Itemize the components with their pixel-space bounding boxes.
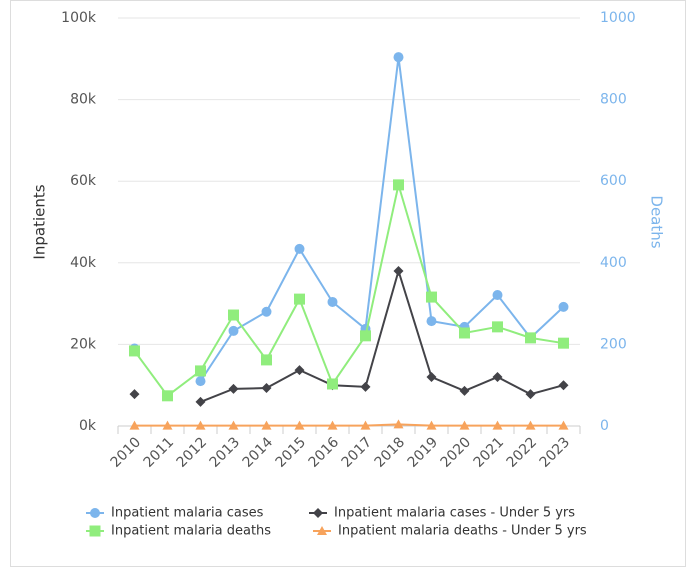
data-point bbox=[294, 420, 305, 430]
legend-symbol bbox=[90, 508, 100, 518]
data-point bbox=[393, 179, 404, 191]
chart-border bbox=[10, 0, 686, 567]
data-point bbox=[195, 365, 206, 377]
data-point bbox=[294, 293, 305, 305]
data-point bbox=[426, 420, 437, 430]
data-point bbox=[294, 243, 305, 254]
data-point bbox=[393, 419, 404, 429]
y2-tick-label: 400 bbox=[600, 255, 627, 271]
data-point bbox=[558, 337, 569, 349]
legend-label: Inpatient malaria cases bbox=[111, 506, 264, 521]
data-point bbox=[261, 383, 272, 394]
y2-tick-label: 0 bbox=[600, 418, 609, 434]
data-point bbox=[327, 296, 338, 307]
data-point bbox=[525, 389, 536, 400]
data-point bbox=[228, 325, 239, 336]
data-point bbox=[426, 316, 437, 327]
data-point bbox=[162, 420, 173, 430]
data-point bbox=[195, 396, 206, 407]
legend-label: Inpatient malaria cases - Under 5 yrs bbox=[334, 506, 575, 521]
data-point bbox=[393, 52, 404, 63]
y-tick-label: 20k bbox=[70, 336, 97, 352]
data-point bbox=[492, 372, 503, 383]
data-point bbox=[228, 383, 239, 394]
y-tick-label: 40k bbox=[70, 255, 97, 271]
legend-label: Inpatient malaria deaths bbox=[111, 524, 271, 539]
data-point bbox=[162, 390, 173, 402]
data-point bbox=[261, 306, 272, 317]
data-point bbox=[360, 381, 371, 392]
data-point bbox=[228, 309, 239, 321]
data-point bbox=[195, 420, 206, 430]
series-line bbox=[199, 57, 565, 382]
y2-tick-label: 200 bbox=[600, 336, 627, 352]
data-point bbox=[360, 420, 371, 430]
data-point bbox=[426, 291, 437, 303]
y2-tick-label: 800 bbox=[600, 92, 627, 108]
data-point bbox=[492, 290, 503, 301]
data-point bbox=[327, 420, 338, 430]
y-tick-label: 60k bbox=[70, 173, 97, 189]
data-point bbox=[525, 332, 536, 344]
data-point bbox=[129, 420, 140, 430]
legend-symbol bbox=[317, 526, 327, 535]
series-line bbox=[134, 423, 564, 427]
data-point bbox=[492, 420, 503, 430]
legend-symbol bbox=[313, 508, 323, 518]
data-point bbox=[261, 420, 272, 430]
data-point bbox=[327, 378, 338, 390]
legend-label: Inpatient malaria deaths - Under 5 yrs bbox=[338, 524, 587, 539]
legend-symbol bbox=[89, 525, 101, 537]
y-tick-label: 80k bbox=[70, 92, 97, 108]
data-point bbox=[492, 321, 503, 333]
data-point bbox=[195, 376, 206, 387]
data-point bbox=[129, 389, 140, 400]
series-line bbox=[200, 267, 564, 403]
data-point bbox=[426, 372, 437, 383]
data-point bbox=[558, 380, 569, 391]
data-point bbox=[393, 265, 404, 276]
data-point bbox=[558, 301, 569, 312]
data-point bbox=[129, 345, 140, 357]
y-axis-label: Inpatients bbox=[31, 184, 49, 259]
y2-tick-label: 600 bbox=[600, 173, 627, 189]
data-point bbox=[360, 330, 371, 342]
data-point bbox=[459, 385, 470, 396]
data-point bbox=[294, 365, 305, 376]
data-point bbox=[459, 420, 470, 430]
y-tick-label: 0k bbox=[79, 418, 97, 434]
data-point bbox=[558, 420, 569, 430]
y2-axis-label: Deaths bbox=[648, 195, 666, 248]
y-tick-label: 100k bbox=[61, 10, 97, 26]
data-point bbox=[459, 327, 470, 339]
y2-tick-label: 1000 bbox=[600, 10, 636, 26]
data-point bbox=[525, 420, 536, 430]
data-point bbox=[261, 354, 272, 366]
data-point bbox=[228, 420, 239, 430]
